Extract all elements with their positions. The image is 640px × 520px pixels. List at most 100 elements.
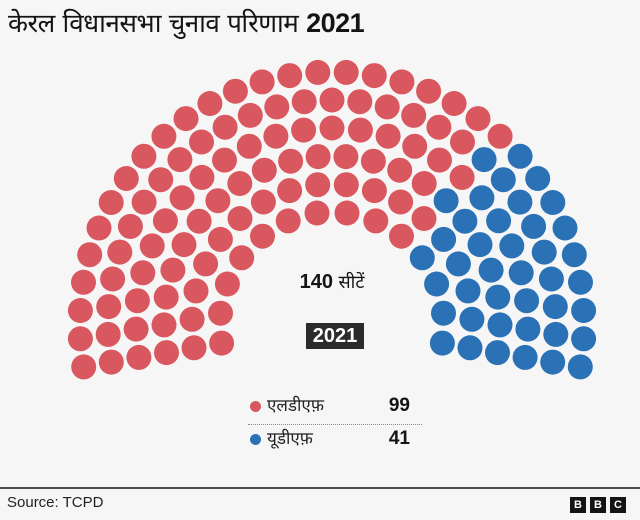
seat-dot: [214, 271, 240, 297]
total-seats-unit: सीटें: [338, 272, 365, 293]
legend-value: 99: [388, 395, 410, 416]
udf-color-dot-icon: [250, 434, 261, 445]
seat-dot: [540, 349, 566, 375]
seat-dot: [487, 312, 513, 338]
bbc-logo-letter: B: [590, 497, 606, 513]
seat-dot: [467, 232, 493, 258]
seat-dot: [361, 63, 387, 89]
seat-dot: [452, 208, 478, 234]
seat-dot: [197, 91, 223, 116]
seat-dot: [411, 206, 437, 231]
seat-dot: [478, 257, 504, 283]
seat-dot: [485, 340, 510, 366]
seat-dot: [173, 106, 199, 132]
seat-dot: [189, 164, 215, 190]
source-note: Source: TCPD: [7, 494, 104, 511]
legend: एलडीएफ़ 99 यूडीएफ़ 41: [248, 392, 422, 453]
legend-item-ldf: एलडीएफ़ 99: [248, 392, 422, 420]
seat-dot: [561, 242, 587, 268]
seat-dot: [305, 172, 331, 198]
seat-dot: [98, 190, 124, 215]
seat-dot: [305, 59, 331, 85]
seat-dot: [207, 226, 233, 252]
seat-dot: [469, 185, 495, 211]
bbc-logo: B B C: [570, 497, 626, 513]
seat-dot: [131, 189, 157, 215]
seat-dot: [209, 330, 235, 356]
seat-dot: [542, 294, 568, 320]
seat-dot: [113, 166, 139, 191]
ldf-color-dot-icon: [250, 401, 261, 412]
legend-label: यूडीएफ़: [267, 429, 313, 449]
seat-dot: [441, 91, 467, 116]
seat-dot: [67, 326, 93, 352]
seat-dot: [431, 226, 457, 252]
seat-dot: [179, 306, 205, 332]
seat-dot: [139, 233, 165, 259]
seat-dot: [304, 200, 330, 226]
seat-dot: [250, 223, 275, 249]
seat-dot: [375, 123, 401, 149]
seat-dot: [388, 189, 414, 215]
seat-dot: [212, 114, 238, 140]
seat-dot: [227, 206, 253, 231]
seat-dot: [449, 164, 475, 190]
seat-dot: [389, 223, 414, 249]
seat-dot: [189, 129, 214, 155]
seat-dot: [126, 344, 152, 370]
seat-dot: [568, 269, 593, 295]
seat-dot: [237, 102, 263, 128]
seat-dot: [251, 157, 277, 183]
seat-dot: [86, 215, 112, 241]
footer-divider: [0, 487, 640, 489]
seat-dot: [361, 178, 387, 204]
bbc-logo-letter: C: [610, 497, 626, 513]
seat-dot: [485, 284, 511, 310]
seat-dot: [426, 114, 452, 140]
seat-dot: [275, 208, 301, 234]
seat-dot: [193, 251, 219, 277]
seat-dot: [499, 233, 525, 259]
seat-dot: [360, 148, 386, 174]
seat-dot: [291, 89, 317, 115]
seat-dot: [543, 321, 569, 347]
year-badge: 2021: [306, 323, 364, 349]
seat-dot: [538, 266, 564, 292]
seat-dot: [347, 117, 373, 143]
chart-title-year: 2021: [306, 8, 365, 38]
seat-dot: [250, 189, 276, 215]
seat-dot: [167, 147, 193, 173]
seat-dot: [117, 213, 143, 239]
seat-dot: [95, 321, 121, 347]
seat-dot: [263, 123, 289, 149]
seat-dot: [459, 306, 485, 332]
seat-dot: [71, 354, 97, 380]
legend-label: एलडीएफ़: [267, 396, 324, 416]
seat-dot: [319, 87, 345, 113]
seat-dot: [333, 172, 359, 198]
total-seats-label: 140 सीटें: [232, 270, 432, 294]
seat-dot: [416, 78, 442, 104]
seat-dot: [123, 316, 149, 342]
seat-dot: [154, 340, 179, 366]
seat-dot: [181, 335, 207, 361]
seat-dot: [402, 133, 428, 159]
seat-dot: [186, 208, 212, 234]
seat-dot: [229, 245, 255, 271]
seat-dot: [512, 344, 538, 370]
seat-dot: [465, 106, 491, 132]
seat-dot: [160, 257, 186, 283]
seat-dot: [514, 288, 540, 314]
seat-dot: [389, 69, 415, 95]
seat-dot: [487, 123, 513, 149]
seat-dot: [387, 157, 413, 183]
seat-dot: [96, 294, 122, 320]
seat-dot: [411, 171, 437, 196]
seat-dot: [205, 188, 231, 214]
seat-dot: [151, 123, 177, 149]
seat-dot: [212, 147, 237, 173]
legend-value: 41: [388, 428, 410, 449]
seat-dot: [490, 167, 516, 193]
chart-title-text: केरल विधानसभा चुनाव परिणाम: [8, 9, 299, 39]
seat-dot: [171, 232, 197, 258]
